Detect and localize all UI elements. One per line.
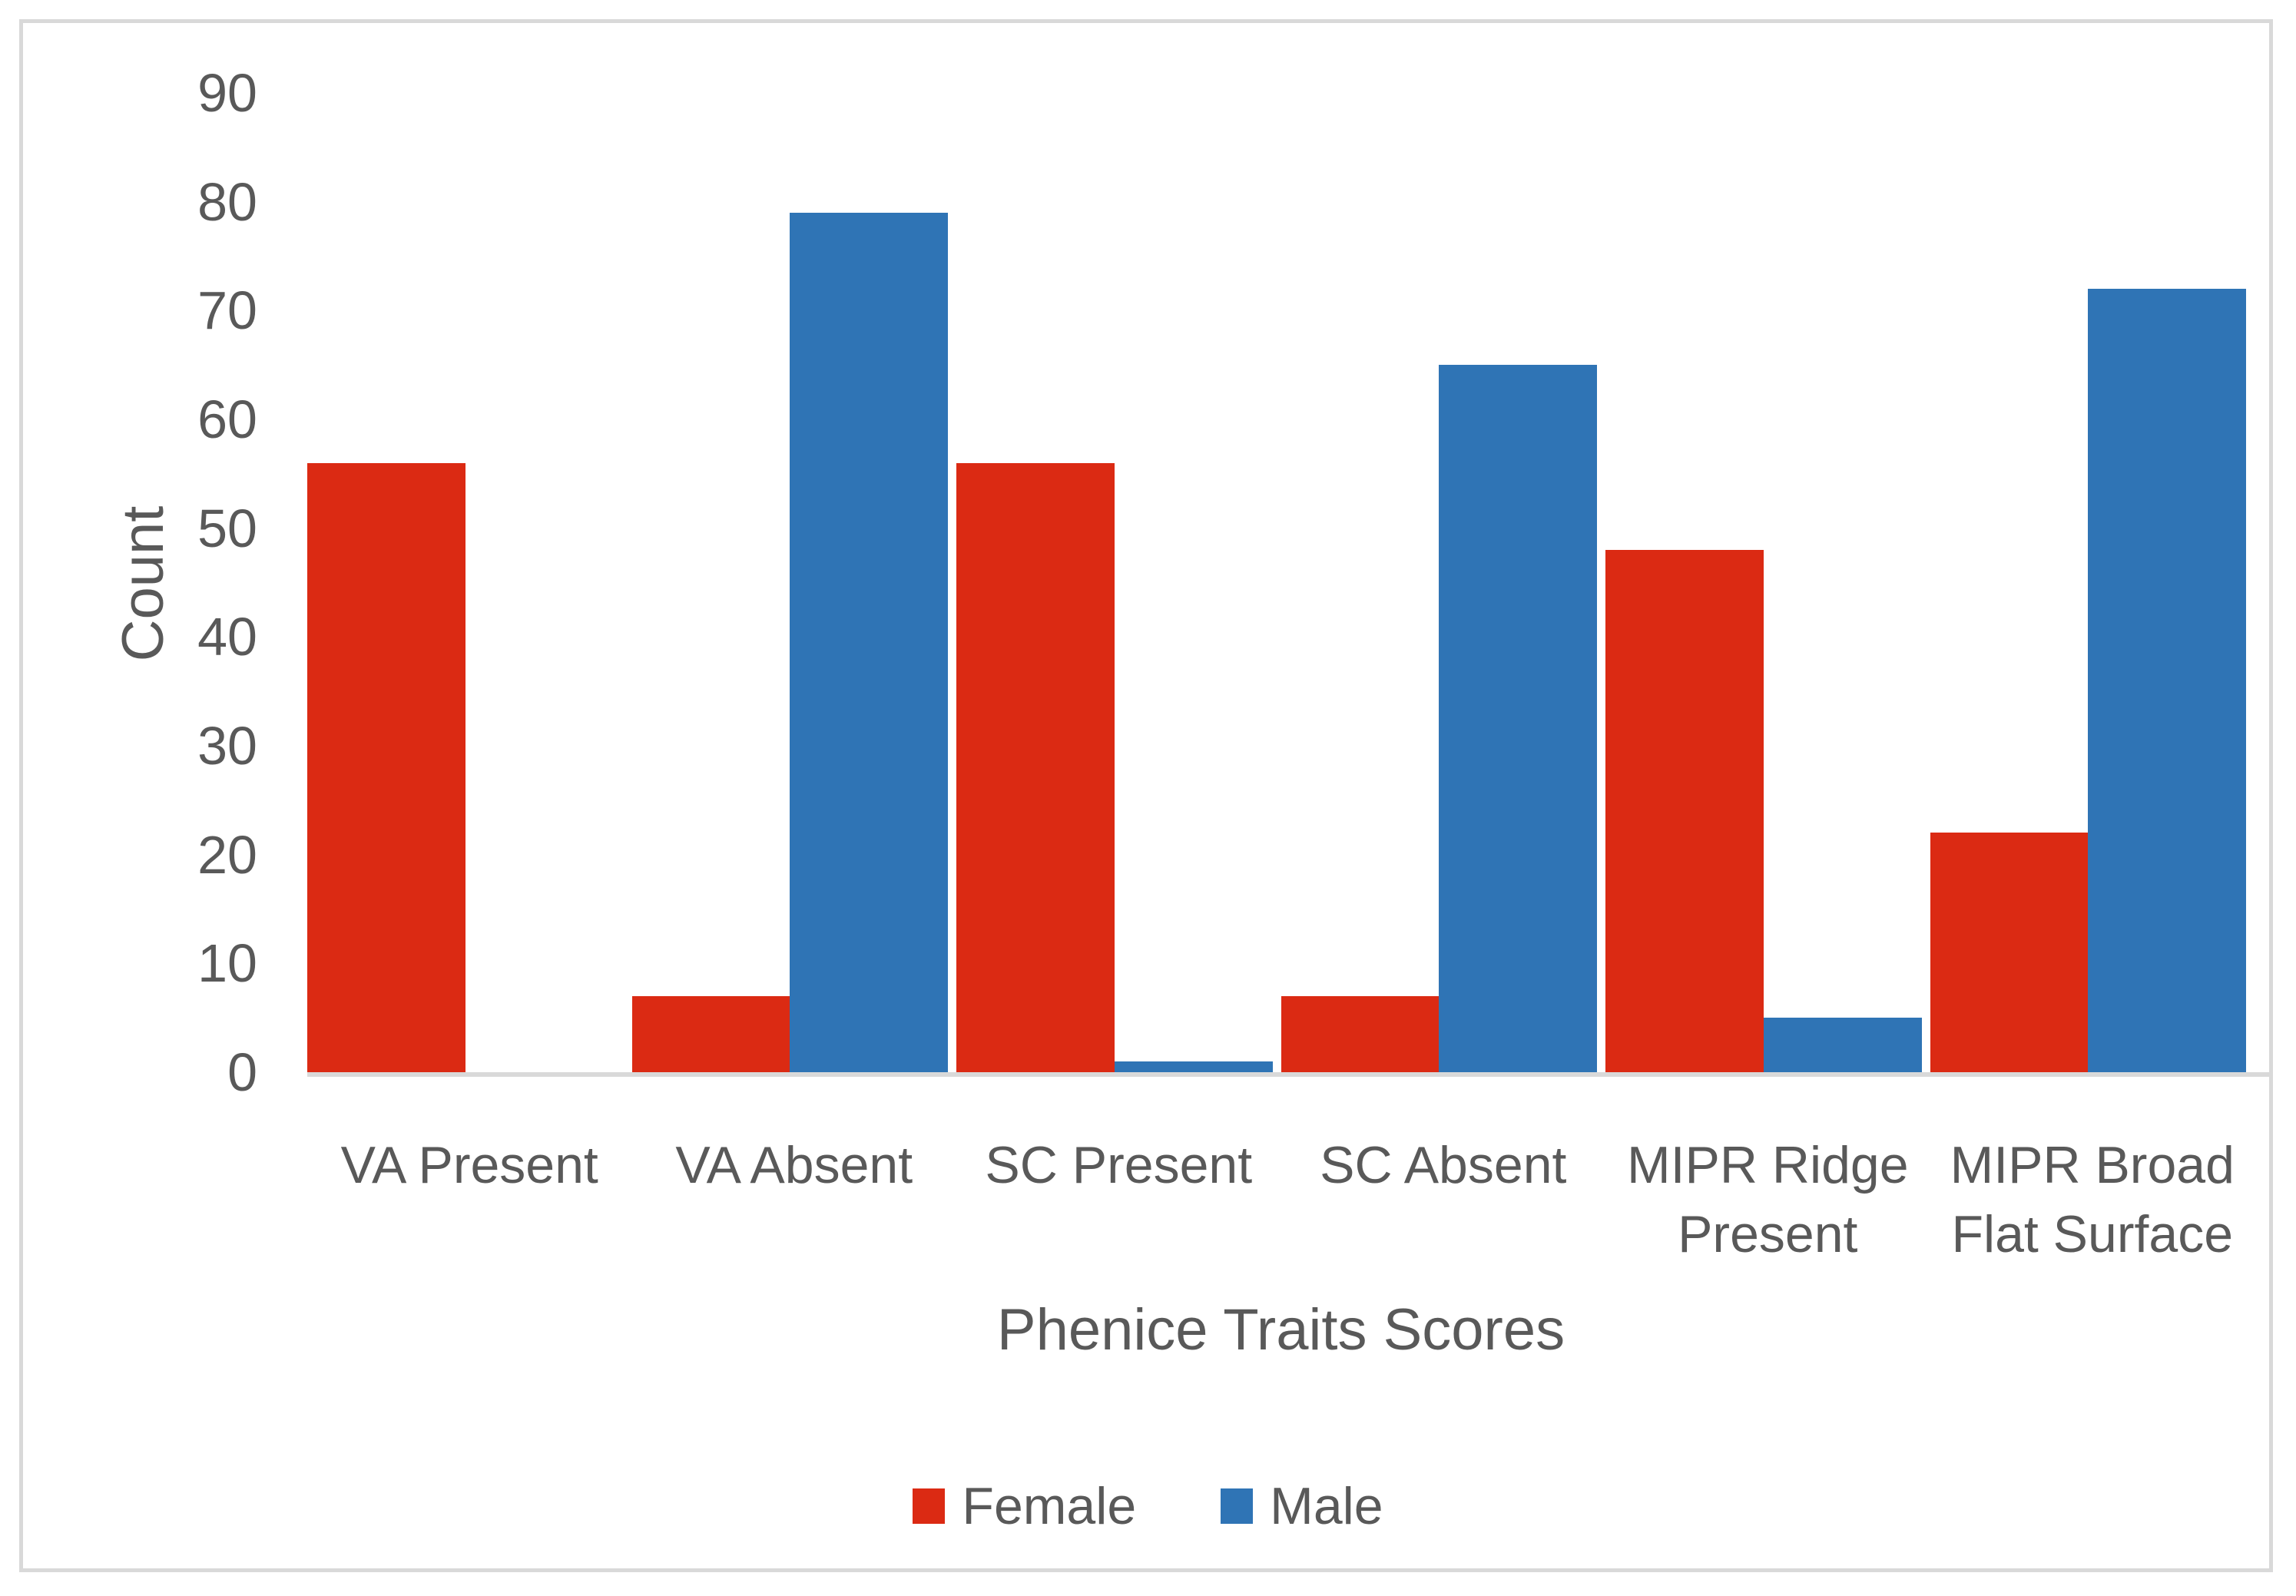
bar-male-sc-present <box>1114 1061 1273 1072</box>
y-tick-label-90: 90 <box>197 63 257 123</box>
legend-label-male: Male <box>1270 1477 1383 1535</box>
y-tick-label-30: 30 <box>197 716 257 776</box>
x-tick-label-sc-absent: SC Absent <box>1320 1136 1567 1194</box>
legend-label-female: Female <box>962 1477 1137 1535</box>
bar-male-sc-absent <box>1439 365 1597 1072</box>
legend-swatch-female <box>913 1488 946 1524</box>
bar-female-sc-absent <box>1281 995 1440 1072</box>
bar-female-va-absent <box>631 995 790 1072</box>
x-axis-title: Phenice Traits Scores <box>996 1297 1565 1363</box>
x-tick-label-mipr-ridge-present: MIPR Ridge Present <box>1626 1136 1909 1263</box>
legend: Female Male <box>0 1476 2296 1536</box>
y-tick-label-10: 10 <box>197 933 257 994</box>
bar-male-mipr-broad-flat-surface <box>2088 289 2246 1072</box>
y-tick-label-0: 0 <box>227 1042 257 1102</box>
legend-item-female: Female <box>913 1476 1136 1536</box>
bar-female-sc-present <box>956 462 1115 1072</box>
legend-swatch-male <box>1221 1488 1254 1524</box>
bar-female-mipr-ridge-present <box>1605 550 1764 1072</box>
bar-female-mipr-broad-flat-surface <box>1930 833 2089 1072</box>
y-tick-label-60: 60 <box>197 389 257 449</box>
legend-item-male: Male <box>1221 1476 1383 1536</box>
x-tick-label-va-present: VA Present <box>340 1136 598 1194</box>
bar-male-mipr-ridge-present <box>1763 1018 1922 1072</box>
y-tick-label-80: 80 <box>197 171 257 232</box>
x-tick-label-mipr-broad-flat-surface: MIPR Broad Flat Surface <box>1950 1136 2235 1263</box>
plot-area <box>307 93 2255 1072</box>
y-axis-tick-labels: 0 10 20 30 40 50 60 70 80 90 <box>0 66 257 1099</box>
bar-female-va-present <box>307 462 465 1072</box>
y-tick-label-20: 20 <box>197 824 257 885</box>
x-axis-line <box>307 1072 2270 1077</box>
y-tick-label-50: 50 <box>197 498 257 558</box>
bar-male-va-absent <box>790 212 948 1072</box>
x-tick-label-sc-present: SC Present <box>985 1136 1253 1194</box>
x-tick-label-va-absent: VA Absent <box>675 1136 913 1194</box>
y-tick-label-40: 40 <box>197 607 257 667</box>
y-tick-label-70: 70 <box>197 280 257 341</box>
